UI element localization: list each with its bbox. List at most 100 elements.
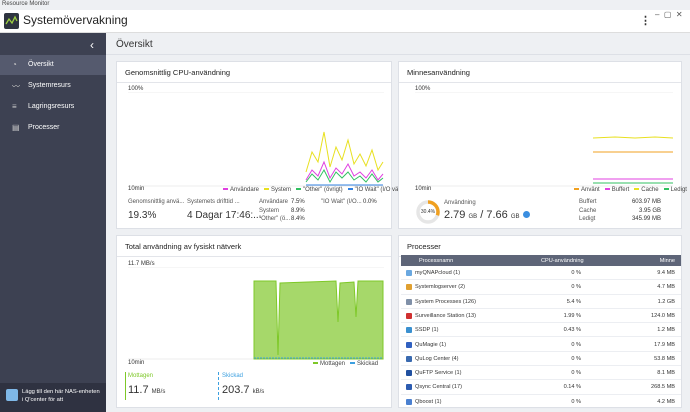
table-row[interactable]: Qsync Central (17) 0.14 % 268.5 MB: [401, 380, 681, 395]
stat-value: 19.3%: [128, 210, 157, 221]
ring-label: 30.4%: [420, 209, 436, 215]
stat-label: Skickad: [222, 373, 244, 379]
process-name: QuFTP Service (1): [415, 370, 462, 377]
cpu-panel: Genomsnittlig CPU-användning 100% 10min …: [116, 61, 409, 229]
stat-name: Användare: [259, 199, 289, 205]
stat-name: "Other" (ö...: [259, 216, 291, 222]
table-row[interactable]: Surveillance Station (13) 1.99 % 124.0 MB: [401, 309, 681, 324]
axis-label: 100%: [415, 86, 431, 92]
stat-value: 603.97 MB: [631, 199, 661, 205]
process-name: Systemlogserver (2): [415, 284, 466, 291]
legend-item[interactable]: Ledigt: [664, 187, 687, 193]
stat-label: Användning: [444, 200, 476, 206]
table-row[interactable]: QuLog Center (4) 0 % 53.8 MB: [401, 352, 681, 367]
process-name: System Processes (126): [415, 298, 476, 305]
axis-label: 10min: [128, 186, 145, 192]
notice-text: Lägg till den här NAS-enheten i Q'center…: [22, 389, 100, 403]
stat-name: "IO Wait" (I/O...: [321, 199, 362, 205]
table-row[interactable]: System Processes (126) 5.4 % 1.2 GB: [401, 295, 681, 309]
nav-item[interactable]: Översikt ◔: [0, 55, 106, 75]
process-cpu: 0 %: [571, 370, 581, 377]
app-icon: [4, 13, 19, 29]
panel-title: Genomsnittlig CPU-användning: [125, 68, 231, 77]
nav-item[interactable]: Lagringsresurs ≡: [12, 102, 75, 111]
panel-title: Processer: [407, 242, 441, 251]
stat-name: Ledigt: [579, 216, 596, 222]
process-cpu: 0 %: [571, 355, 581, 362]
window-controls[interactable]: – ▢ ✕: [655, 10, 683, 19]
process-cpu: 0 %: [571, 398, 581, 405]
stat-name: Cache: [579, 207, 597, 214]
sidebar: ‹ Översikt ◔ Systemresurs 〰 Lagringsresurs ≡ P…: [0, 33, 106, 412]
usage-ring: [416, 200, 440, 224]
axis-label: 11.7 MB/s: [128, 261, 155, 267]
column-header[interactable]: CPU-användning: [541, 258, 584, 264]
stat-label: Systemets drifttid ...: [187, 199, 240, 205]
table-row[interactable]: QuFTP Service (1) 0 % 8.1 MB: [401, 366, 681, 381]
stat-name: Buffert: [579, 199, 597, 205]
column-header[interactable]: Processnamn: [419, 258, 454, 264]
legend-item[interactable]: "IO Wait" (I/O vänta): [348, 187, 409, 193]
nav-item[interactable]: Systemresurs 〰: [12, 82, 71, 91]
axis-label: 100%: [128, 86, 144, 92]
process-name: QuMagie (1): [415, 341, 447, 348]
process-name: QuLog Center (4): [415, 355, 459, 362]
process-cpu: 0 %: [571, 341, 581, 348]
legend-item[interactable]: Användare: [223, 187, 259, 193]
process-name: Surveillance Station (13): [415, 312, 476, 319]
process-name: Qboost (1): [415, 398, 442, 405]
menu[interactable]: ⋮: [640, 15, 651, 27]
legend-item[interactable]: "Other" (övrigt): [296, 187, 343, 193]
stat-value: 0.0%: [363, 199, 377, 205]
legend-item[interactable]: Skickad: [350, 361, 378, 367]
process-cpu: 5.4 %: [566, 298, 581, 305]
network-chart: [128, 267, 384, 360]
process-name: Qsync Central (17): [415, 384, 462, 391]
memory-panel: Minnesanvändning 100% 10min Använt Buffer…: [398, 61, 687, 229]
stat-value: 7.5%: [291, 199, 305, 205]
legend-item[interactable]: Använt: [574, 187, 600, 193]
stat-name: System: [259, 207, 280, 214]
header: Systemövervakning ⋮ – ▢ ✕: [0, 10, 690, 33]
process-cpu: 0 %: [571, 284, 581, 291]
nav-item[interactable]: Processer ▤: [12, 123, 60, 132]
panel-title: Minnesanvändning: [407, 68, 470, 77]
axis-label: 10min: [128, 360, 145, 366]
process-name: SSDP (1): [415, 327, 439, 334]
process-memory: 268.5 MB: [651, 384, 675, 391]
collapse[interactable]: ‹: [90, 38, 94, 52]
legend-item[interactable]: Cache: [634, 187, 658, 193]
notice: Lägg till den här NAS-enheten i Q'center…: [0, 383, 106, 412]
legend-item[interactable]: Mottagen: [313, 361, 345, 367]
process-cpu: 0.14 %: [563, 384, 581, 391]
table-row[interactable]: SSDP (1) 0.43 % 1.2 MB: [401, 323, 681, 338]
process-cpu: 0 %: [571, 270, 581, 276]
column-header[interactable]: Minne: [659, 258, 675, 264]
process-panel: Processer Processnamn CPU-användning Minne…: [398, 235, 682, 409]
table-row[interactable]: QuMagie (1) 0 % 17.9 MB: [401, 338, 681, 352]
process-cpu: 1.99 %: [563, 312, 581, 319]
stat-value: 3.95 GB: [638, 207, 661, 214]
cpu-chart: [128, 92, 384, 187]
process-memory: 1.2 GB: [657, 298, 675, 305]
app-title: Systemövervakning: [23, 13, 128, 27]
table-row[interactable]: Systemlogserver (2) 0 % 4.7 MB: [401, 280, 681, 295]
memory-chart: [415, 92, 673, 187]
legend-item[interactable]: Buffert: [605, 187, 630, 193]
stat-label: Genomsnittlig anvä...: [128, 199, 185, 205]
process-name: myQNAPcloud (1): [415, 270, 461, 276]
stat-value: 8.4%: [291, 216, 305, 222]
legend-item[interactable]: System: [264, 187, 291, 193]
process-memory: 124.0 MB: [651, 312, 675, 319]
axis-label: 10min: [415, 186, 432, 192]
usage: 2.79 GB / 7.66 GB: [444, 209, 530, 221]
table-row[interactable]: myQNAPcloud (1) 0 % 9.4 MB: [401, 266, 681, 281]
stat-label: Mottagen: [128, 373, 154, 379]
table-row[interactable]: Qboost (1) 0 % 4.2 MB: [401, 395, 681, 409]
stat-value: 203.7 kB/s: [222, 384, 265, 396]
stat-value: 4 Dagar 17:46:...: [187, 210, 262, 221]
stat-value: 345.99 MB: [631, 216, 661, 222]
network-panel: Total användning av fysiskt nätverk 11.7…: [116, 235, 392, 408]
stat-value: 8.9%: [291, 207, 305, 214]
